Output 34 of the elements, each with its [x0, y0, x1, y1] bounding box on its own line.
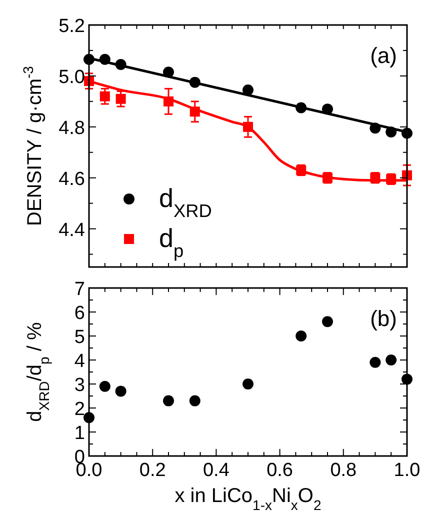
legend-label: d$_{p}$: [159, 223, 184, 261]
y-tick-label: 6: [74, 303, 85, 324]
point: [386, 354, 397, 366]
annotation: (a): [370, 43, 397, 68]
point: [116, 94, 126, 104]
x-tick-label: 0.8: [330, 460, 357, 481]
point: [100, 91, 110, 102]
y-tick-label: 2: [74, 399, 85, 420]
legend-label: d$_{XRD}$: [159, 183, 212, 221]
point: [242, 84, 254, 96]
point: [115, 386, 126, 397]
point: [370, 356, 381, 368]
y-tick-label: 5.2: [58, 16, 85, 37]
y-tick-label: 4.6: [58, 168, 85, 190]
point: [242, 378, 254, 390]
x-axis-title: x in LiCo$_{1-x}$Ni$_{x}$O$_{2}$: [174, 485, 322, 513]
x-tick-label: 0.2: [139, 460, 166, 481]
point: [296, 330, 307, 342]
annotation: (b): [370, 306, 397, 331]
y-tick-label: 4: [74, 351, 86, 372]
point: [99, 380, 110, 392]
x-tick-label: 1.0: [394, 460, 420, 481]
x-tick-label: 0.4: [202, 460, 230, 481]
point: [189, 395, 200, 406]
x-tick-label: 0.6: [266, 460, 294, 481]
y-tick-label: 3: [74, 375, 85, 396]
y-tick-label: 5: [74, 327, 85, 348]
point: [322, 316, 333, 328]
y-tick-label: 5.0: [58, 66, 85, 88]
y-tick-label: 4.8: [58, 118, 85, 139]
point: [163, 395, 174, 406]
y-tick-label: 4.4: [58, 220, 86, 241]
y-tick-label: 7: [74, 279, 85, 300]
y-tick-label: 1: [74, 423, 85, 444]
